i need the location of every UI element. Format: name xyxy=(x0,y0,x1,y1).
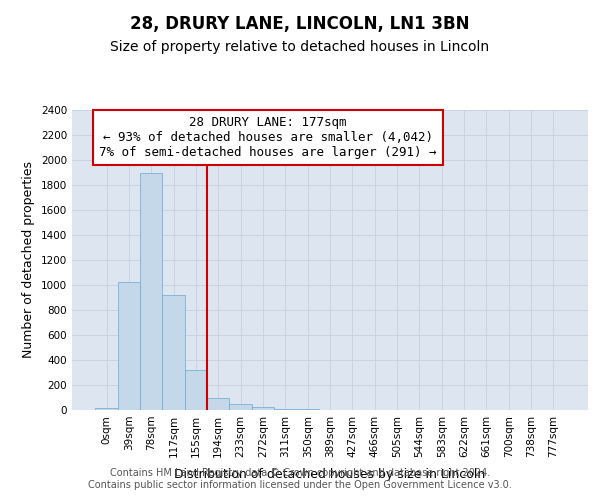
Bar xyxy=(207,398,229,410)
Bar xyxy=(252,407,274,410)
Bar xyxy=(185,370,207,410)
Bar xyxy=(95,408,118,410)
Bar xyxy=(140,172,163,410)
Y-axis label: Number of detached properties: Number of detached properties xyxy=(22,162,35,358)
Text: Size of property relative to detached houses in Lincoln: Size of property relative to detached ho… xyxy=(110,40,490,54)
Bar xyxy=(274,409,296,410)
Bar xyxy=(163,295,185,410)
Text: 28, DRURY LANE, LINCOLN, LN1 3BN: 28, DRURY LANE, LINCOLN, LN1 3BN xyxy=(130,15,470,33)
Bar xyxy=(229,404,252,410)
Text: Contains HM Land Registry data © Crown copyright and database right 2024.
Contai: Contains HM Land Registry data © Crown c… xyxy=(88,468,512,490)
Text: 28 DRURY LANE: 177sqm
← 93% of detached houses are smaller (4,042)
7% of semi-de: 28 DRURY LANE: 177sqm ← 93% of detached … xyxy=(100,116,437,159)
X-axis label: Distribution of detached houses by size in Lincoln: Distribution of detached houses by size … xyxy=(175,468,485,481)
Bar xyxy=(118,282,140,410)
